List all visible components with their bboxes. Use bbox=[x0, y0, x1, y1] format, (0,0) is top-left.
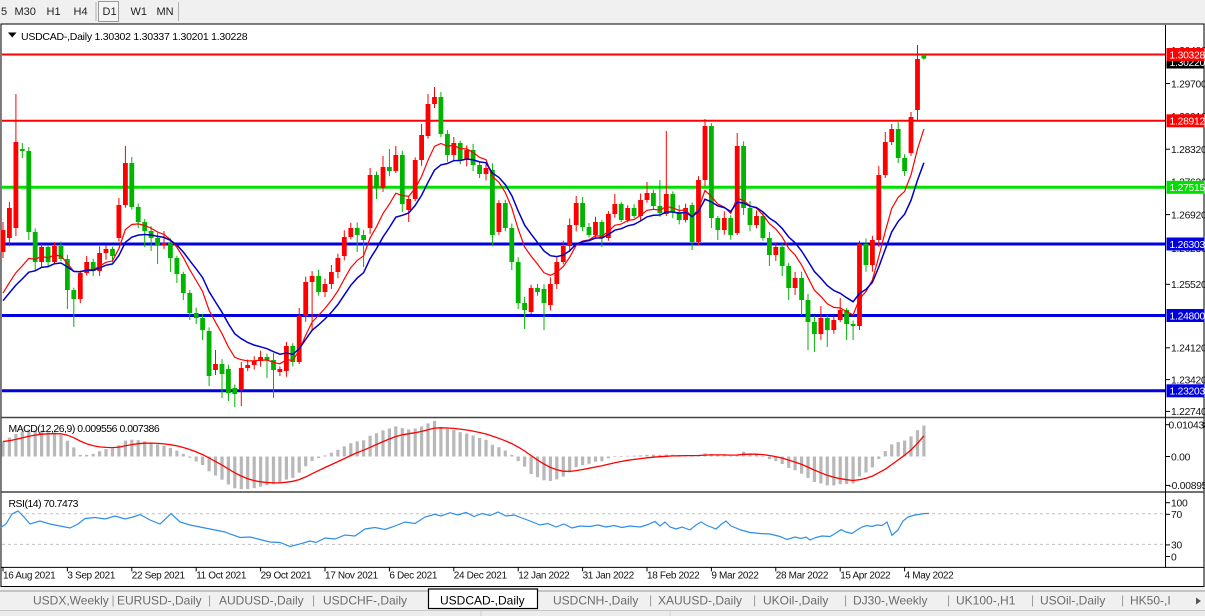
svg-text:USDCAD-,Daily: USDCAD-,Daily bbox=[440, 594, 525, 608]
svg-text:|: | bbox=[649, 593, 652, 607]
svg-text:18 Feb 2022: 18 Feb 2022 bbox=[647, 571, 700, 582]
svg-text:24 Dec 2021: 24 Dec 2021 bbox=[454, 571, 508, 582]
svg-text:1.28320: 1.28320 bbox=[1171, 145, 1205, 156]
svg-text:UKOil-,Daily: UKOil-,Daily bbox=[763, 594, 828, 608]
svg-text:70: 70 bbox=[1171, 510, 1182, 521]
svg-text:|: | bbox=[208, 593, 211, 607]
svg-text:-0.00895: -0.00895 bbox=[1169, 481, 1205, 492]
svg-text:USDCNH-,Daily: USDCNH-,Daily bbox=[553, 594, 638, 608]
svg-text:1.27515: 1.27515 bbox=[1170, 183, 1205, 194]
svg-text:11 Oct 2021: 11 Oct 2021 bbox=[196, 571, 247, 582]
svg-text:DJ30-,Weekly: DJ30-,Weekly bbox=[853, 594, 927, 608]
svg-text:4 May 2022: 4 May 2022 bbox=[905, 571, 955, 582]
svg-text:|: | bbox=[947, 593, 950, 607]
svg-text:28 Mar 2022: 28 Mar 2022 bbox=[776, 571, 829, 582]
svg-text:|: | bbox=[312, 593, 315, 607]
svg-text:1.24120: 1.24120 bbox=[1171, 344, 1205, 355]
svg-text:1.24800: 1.24800 bbox=[1170, 311, 1205, 322]
svg-text:UK100-,H1: UK100-,H1 bbox=[956, 594, 1016, 608]
svg-text:0: 0 bbox=[1171, 552, 1177, 563]
svg-text:12 Jan 2022: 12 Jan 2022 bbox=[518, 571, 570, 582]
svg-text:31 Jan 2022: 31 Jan 2022 bbox=[583, 571, 635, 582]
svg-text:|: | bbox=[753, 593, 756, 607]
svg-text:30: 30 bbox=[1171, 541, 1182, 552]
svg-text:USDCAD-,Daily 1.30302 1.30337: USDCAD-,Daily 1.30302 1.30337 1.30201 1.… bbox=[21, 31, 248, 43]
svg-text:MN: MN bbox=[157, 6, 174, 18]
svg-text:9 Mar 2022: 9 Mar 2022 bbox=[711, 571, 759, 582]
svg-text:16 Aug 2021: 16 Aug 2021 bbox=[3, 571, 56, 582]
svg-text:|: | bbox=[112, 593, 115, 607]
svg-text:MACD(12,26,9) 0.009556 0.00738: MACD(12,26,9) 0.009556 0.007386 bbox=[9, 424, 160, 435]
svg-text:USOil-,Daily: USOil-,Daily bbox=[1040, 594, 1105, 608]
svg-text:1.23420: 1.23420 bbox=[1171, 375, 1205, 386]
svg-text:USDX,Weekly: USDX,Weekly bbox=[33, 594, 109, 608]
svg-text:0.010438: 0.010438 bbox=[1169, 421, 1205, 432]
svg-text:AUDUSD-,Daily: AUDUSD-,Daily bbox=[219, 594, 304, 608]
svg-text:|: | bbox=[1121, 593, 1124, 607]
svg-text:17 Nov 2021: 17 Nov 2021 bbox=[325, 571, 379, 582]
svg-text:W1: W1 bbox=[131, 6, 148, 18]
svg-text:1.28912: 1.28912 bbox=[1170, 117, 1205, 128]
svg-text:100: 100 bbox=[1171, 499, 1188, 510]
svg-text:HK50-,I: HK50-,I bbox=[1130, 594, 1171, 608]
svg-text:22 Sep 2021: 22 Sep 2021 bbox=[132, 571, 186, 582]
svg-text:1.30328: 1.30328 bbox=[1170, 50, 1205, 61]
svg-text:H1: H1 bbox=[47, 6, 61, 18]
svg-text:|: | bbox=[844, 593, 847, 607]
svg-text:6 Dec 2021: 6 Dec 2021 bbox=[389, 571, 437, 582]
svg-text:XAUUSD-,Daily: XAUUSD-,Daily bbox=[658, 594, 742, 608]
svg-text:0.00: 0.00 bbox=[1171, 452, 1191, 463]
svg-text:1.29700: 1.29700 bbox=[1171, 79, 1205, 90]
svg-text:USDCHF-,Daily: USDCHF-,Daily bbox=[323, 594, 407, 608]
svg-text:3 Sep 2021: 3 Sep 2021 bbox=[67, 571, 115, 582]
svg-text:1.26920: 1.26920 bbox=[1171, 210, 1205, 221]
svg-text:1.22740: 1.22740 bbox=[1171, 407, 1205, 418]
svg-text:1.23203: 1.23203 bbox=[1170, 387, 1205, 398]
svg-text:1.30220: 1.30220 bbox=[1170, 58, 1205, 69]
svg-text:M30: M30 bbox=[15, 6, 36, 18]
svg-text:15 Apr 2022: 15 Apr 2022 bbox=[840, 571, 891, 582]
svg-text:RSI(14) 70.7473: RSI(14) 70.7473 bbox=[9, 499, 79, 510]
svg-text:|: | bbox=[1031, 593, 1034, 607]
svg-text:1.25520: 1.25520 bbox=[1171, 280, 1205, 291]
svg-text:29 Oct 2021: 29 Oct 2021 bbox=[261, 571, 312, 582]
svg-text:H4: H4 bbox=[74, 6, 88, 18]
svg-text:D1: D1 bbox=[103, 6, 117, 18]
svg-text:1.26303: 1.26303 bbox=[1170, 240, 1205, 251]
svg-text:EURUSD-,Daily: EURUSD-,Daily bbox=[117, 594, 202, 608]
svg-text:5: 5 bbox=[1, 6, 7, 18]
